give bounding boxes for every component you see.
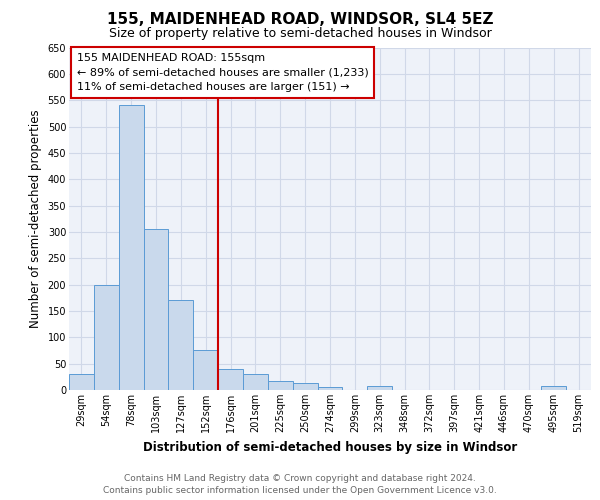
Bar <box>541 386 566 390</box>
Text: 155 MAIDENHEAD ROAD: 155sqm
← 89% of semi-detached houses are smaller (1,233)
11: 155 MAIDENHEAD ROAD: 155sqm ← 89% of sem… <box>77 52 368 92</box>
Bar <box>94 284 119 390</box>
Bar <box>218 369 243 390</box>
Bar <box>119 106 143 390</box>
Bar <box>69 374 94 390</box>
Bar <box>268 380 293 390</box>
Bar <box>293 382 317 390</box>
Bar <box>317 388 343 390</box>
Text: Size of property relative to semi-detached houses in Windsor: Size of property relative to semi-detach… <box>109 28 491 40</box>
Text: Contains HM Land Registry data © Crown copyright and database right 2024.
Contai: Contains HM Land Registry data © Crown c… <box>103 474 497 495</box>
X-axis label: Distribution of semi-detached houses by size in Windsor: Distribution of semi-detached houses by … <box>143 440 517 454</box>
Bar <box>143 230 169 390</box>
Bar <box>169 300 193 390</box>
Y-axis label: Number of semi-detached properties: Number of semi-detached properties <box>29 110 42 328</box>
Bar <box>243 374 268 390</box>
Bar <box>367 386 392 390</box>
Text: 155, MAIDENHEAD ROAD, WINDSOR, SL4 5EZ: 155, MAIDENHEAD ROAD, WINDSOR, SL4 5EZ <box>107 12 493 28</box>
Bar <box>193 350 218 390</box>
